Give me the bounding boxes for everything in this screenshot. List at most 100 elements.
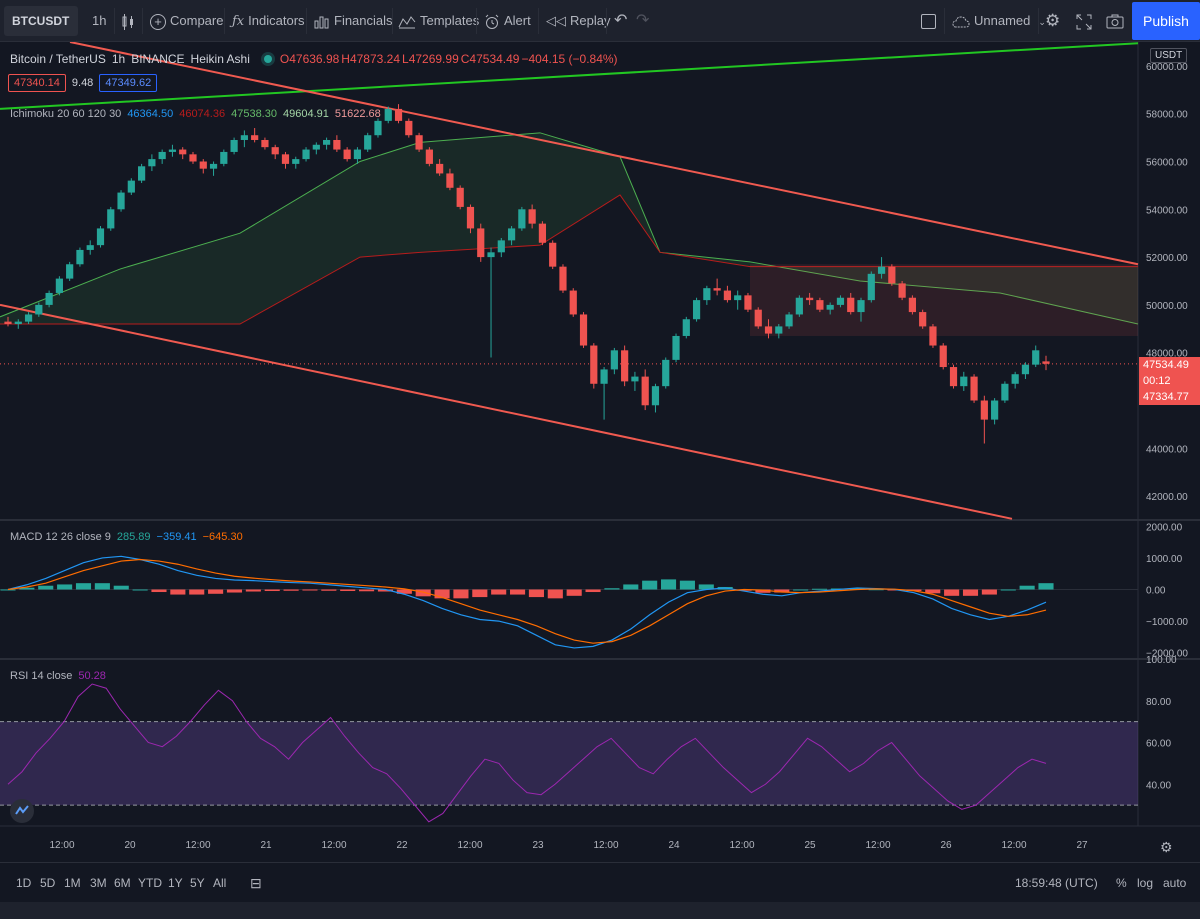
signal-line <box>7 558 1047 644</box>
macd-histogram-bar <box>981 589 997 595</box>
candle-body <box>138 166 146 181</box>
macd-histogram-bar <box>660 579 677 590</box>
candle-body <box>888 266 896 284</box>
candle-body <box>754 309 762 327</box>
sell-price-box[interactable]: 47340.14 <box>8 74 66 92</box>
interval-button[interactable]: 1h <box>92 13 107 28</box>
time-axis-label: 22 <box>396 840 408 851</box>
camera-icon[interactable] <box>1106 0 1124 42</box>
macd-histogram-bar <box>283 589 299 591</box>
macd-histogram-bar <box>132 589 148 591</box>
spread-value: 9.48 <box>71 77 94 89</box>
candle-body <box>199 161 207 169</box>
log-toggle[interactable]: log <box>1137 876 1154 890</box>
candle-body <box>292 159 300 164</box>
legend-exchange: BINANCE <box>131 52 185 66</box>
candle-body <box>107 209 115 229</box>
macd-value-2: −359.41 <box>156 531 197 543</box>
fullscreen-icon[interactable] <box>1076 0 1092 42</box>
candle-body <box>980 400 988 420</box>
toolbar-divider <box>114 8 115 34</box>
symbol-search-button[interactable]: BTCUSDT <box>4 6 78 36</box>
alert-label: Alert <box>504 13 531 28</box>
auto-toggle[interactable]: auto <box>1163 876 1187 890</box>
time-axis-label: 20 <box>124 840 136 851</box>
rsi-axis-label: 80.00 <box>1146 697 1171 708</box>
bar-style-button[interactable] <box>120 0 136 42</box>
candle-body <box>826 304 834 310</box>
candle-body <box>764 326 773 334</box>
range-button-3m[interactable]: 3M <box>90 876 107 890</box>
macd-histogram-bar <box>698 584 714 590</box>
buy-price-box[interactable]: 47349.62 <box>99 74 158 92</box>
range-button-1m[interactable]: 1M <box>64 876 81 890</box>
publish-button[interactable]: Publish <box>1132 2 1200 40</box>
macd-histogram-bar <box>189 589 205 595</box>
macd-histogram-bar <box>868 589 884 591</box>
candle-body <box>723 290 732 301</box>
chart-area[interactable]: 60000.00 58000.00 56000.00 54000.00 52000.00… <box>0 42 1200 862</box>
range-button-1d[interactable]: 1D <box>16 876 32 890</box>
macd-histogram-bar <box>57 584 73 590</box>
layout-name-button[interactable]: Unnamed ⌄ <box>952 0 1046 42</box>
macd-histogram-bar <box>849 588 865 590</box>
templates-button[interactable]: Templates <box>398 0 479 42</box>
time-axis-label: 26 <box>940 840 952 851</box>
macd-histogram-bar <box>19 587 35 590</box>
candle-body <box>96 228 105 246</box>
candle-body <box>898 283 906 298</box>
indicators-button[interactable]: ƒx Indicators <box>232 0 305 42</box>
price-axis[interactable]: 60000.00 58000.00 56000.00 54000.00 52000.00… <box>1146 62 1188 791</box>
currency-label[interactable]: USDT <box>1150 48 1188 63</box>
macd-histogram-bar <box>944 589 960 596</box>
financials-button[interactable]: Financials <box>314 0 393 42</box>
candle-body <box>436 163 444 174</box>
replay-button[interactable]: ◁◁ Replay <box>546 0 610 42</box>
candle-body <box>4 321 12 325</box>
square-icon <box>921 14 936 30</box>
time-axis-label: 12:00 <box>185 840 210 851</box>
time-axis[interactable]: 12:00 20 12:00 21 12:00 22 12:00 23 12:00 24 12:00… <box>49 840 1088 851</box>
undo-icon[interactable]: ↶ <box>614 12 628 29</box>
macd-histogram-bar <box>321 589 337 591</box>
rsi-axis-label: 60.00 <box>1146 739 1171 750</box>
range-button-all[interactable]: All <box>213 876 227 890</box>
candle-body <box>877 266 886 274</box>
candle-body <box>158 151 166 160</box>
macd-label: MACD 12 26 close 9 <box>10 531 111 543</box>
time-axis-settings-icon[interactable]: ⚙ <box>1160 839 1173 855</box>
range-button-6m[interactable]: 6M <box>114 876 131 890</box>
legend-close: C47534.49 <box>460 52 520 66</box>
candle-body <box>374 120 382 136</box>
time-axis-label: 12:00 <box>321 840 346 851</box>
macd-histogram-bar <box>510 589 526 595</box>
price-chart[interactable]: 60000.00 58000.00 56000.00 54000.00 52000.00… <box>0 42 1200 862</box>
layout-toggle-button[interactable] <box>921 0 936 42</box>
bar-chart-icon <box>314 16 329 29</box>
alert-button[interactable]: Alert <box>484 0 531 42</box>
date-range-icon[interactable]: ⊟ <box>250 875 262 891</box>
macd-histogram-bar <box>793 589 809 591</box>
macd-histogram-bar <box>604 588 620 590</box>
range-button-5d[interactable]: 5D <box>40 876 56 890</box>
range-button-1y[interactable]: 1Y <box>168 876 183 890</box>
gear-icon[interactable]: ⚙ <box>1045 11 1061 30</box>
compare-button[interactable]: + Compare <box>150 0 223 42</box>
candle-body <box>744 295 752 310</box>
candle-body <box>1011 374 1019 384</box>
candle-body <box>929 326 937 346</box>
candle-body <box>734 295 742 301</box>
candle-body <box>45 292 53 305</box>
utc-clock[interactable]: 18:59:48 (UTC) <box>1015 876 1098 890</box>
percent-toggle[interactable]: % <box>1116 876 1127 890</box>
toolbar-divider <box>392 8 393 34</box>
range-button-5y[interactable]: 5Y <box>190 876 205 890</box>
tradingview-logo-icon[interactable] <box>10 799 34 823</box>
candle-body <box>610 350 618 370</box>
macd-histogram-bar <box>811 588 828 590</box>
redo-icon[interactable]: ↷ <box>636 12 650 29</box>
range-button-ytd[interactable]: YTD <box>138 876 162 890</box>
macd-value-3: −645.30 <box>202 531 243 543</box>
candle-body <box>1001 383 1009 401</box>
time-axis-label: 23 <box>532 840 544 851</box>
